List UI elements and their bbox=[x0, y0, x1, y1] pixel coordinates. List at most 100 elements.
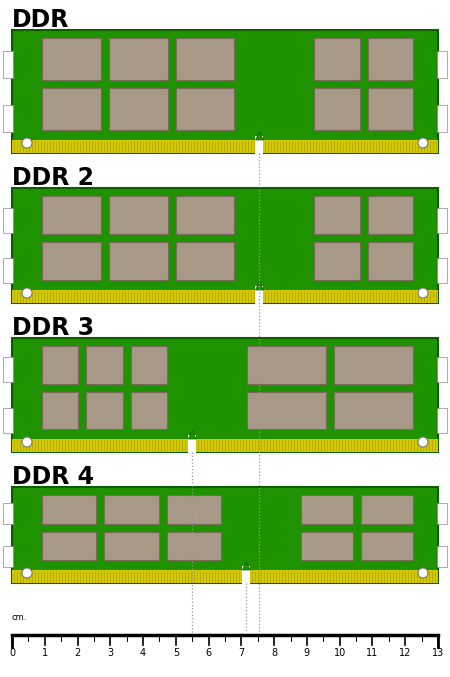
Text: 9: 9 bbox=[304, 648, 310, 658]
Circle shape bbox=[418, 437, 428, 447]
Text: 3: 3 bbox=[107, 648, 113, 658]
Bar bbox=[334, 391, 413, 429]
Text: DDR: DDR bbox=[12, 8, 69, 32]
Bar bbox=[12, 439, 188, 452]
Bar bbox=[131, 391, 167, 429]
Bar bbox=[176, 242, 234, 280]
Bar bbox=[12, 30, 438, 153]
Bar bbox=[437, 357, 447, 383]
Bar bbox=[315, 38, 360, 80]
Circle shape bbox=[22, 568, 32, 578]
Bar bbox=[334, 346, 413, 383]
Bar bbox=[42, 495, 96, 523]
Bar bbox=[104, 531, 159, 560]
Bar bbox=[302, 531, 353, 560]
Bar bbox=[437, 503, 447, 525]
Bar bbox=[42, 346, 78, 383]
Text: 13: 13 bbox=[432, 648, 444, 658]
Bar bbox=[437, 408, 447, 433]
Bar bbox=[167, 495, 221, 523]
Text: 2: 2 bbox=[74, 648, 81, 658]
Circle shape bbox=[22, 437, 32, 447]
Text: 4: 4 bbox=[140, 648, 146, 658]
Bar bbox=[12, 570, 242, 583]
Bar bbox=[176, 38, 234, 80]
Text: 0: 0 bbox=[9, 648, 15, 658]
Bar bbox=[315, 196, 360, 234]
Circle shape bbox=[418, 138, 428, 148]
Bar bbox=[302, 495, 353, 523]
Bar bbox=[247, 346, 326, 383]
Bar bbox=[263, 290, 438, 303]
Text: DDR 3: DDR 3 bbox=[12, 316, 94, 340]
Text: DDR 2: DDR 2 bbox=[12, 166, 94, 190]
Bar bbox=[86, 346, 123, 383]
Bar bbox=[131, 346, 167, 383]
Bar bbox=[3, 503, 13, 525]
Bar bbox=[3, 546, 13, 567]
Bar bbox=[104, 495, 159, 523]
Circle shape bbox=[22, 138, 32, 148]
Bar bbox=[361, 531, 413, 560]
Text: DDR 4: DDR 4 bbox=[12, 465, 94, 489]
Bar bbox=[3, 408, 13, 433]
Bar bbox=[256, 286, 263, 304]
Bar bbox=[42, 88, 101, 130]
Text: 12: 12 bbox=[399, 648, 411, 658]
Bar bbox=[109, 88, 167, 130]
Bar bbox=[437, 208, 447, 233]
Bar bbox=[42, 38, 101, 80]
Text: 10: 10 bbox=[333, 648, 346, 658]
Bar bbox=[263, 140, 438, 153]
Circle shape bbox=[22, 288, 32, 298]
Polygon shape bbox=[242, 562, 250, 570]
Bar bbox=[12, 487, 438, 583]
Bar bbox=[42, 196, 101, 234]
Bar bbox=[3, 357, 13, 383]
Bar bbox=[12, 290, 256, 303]
Polygon shape bbox=[256, 132, 263, 140]
Bar bbox=[242, 566, 250, 584]
Bar bbox=[12, 140, 256, 153]
Bar bbox=[42, 242, 101, 280]
Bar bbox=[315, 88, 360, 130]
Bar bbox=[109, 196, 167, 234]
Polygon shape bbox=[188, 431, 196, 439]
Text: 6: 6 bbox=[206, 648, 212, 658]
Text: 7: 7 bbox=[238, 648, 244, 658]
Text: 5: 5 bbox=[173, 648, 179, 658]
Text: 11: 11 bbox=[366, 648, 378, 658]
Bar bbox=[437, 546, 447, 567]
Bar bbox=[250, 570, 438, 583]
Bar bbox=[315, 242, 360, 280]
Bar bbox=[176, 196, 234, 234]
Bar bbox=[368, 242, 413, 280]
Bar bbox=[3, 51, 13, 78]
Circle shape bbox=[418, 288, 428, 298]
Bar bbox=[437, 105, 447, 132]
Bar bbox=[109, 38, 167, 80]
Bar bbox=[3, 258, 13, 284]
Bar bbox=[42, 531, 96, 560]
Bar bbox=[12, 188, 438, 303]
Bar bbox=[196, 439, 438, 452]
Text: 1: 1 bbox=[42, 648, 48, 658]
Bar bbox=[256, 136, 263, 154]
Bar bbox=[3, 105, 13, 132]
Bar bbox=[86, 391, 123, 429]
Text: cm.: cm. bbox=[12, 613, 27, 622]
Bar bbox=[167, 531, 221, 560]
Bar bbox=[361, 495, 413, 523]
Text: 8: 8 bbox=[271, 648, 277, 658]
Polygon shape bbox=[256, 282, 263, 290]
Bar bbox=[188, 435, 196, 453]
Bar bbox=[247, 391, 326, 429]
Bar bbox=[42, 391, 78, 429]
Bar bbox=[437, 51, 447, 78]
Bar bbox=[437, 258, 447, 284]
Bar bbox=[368, 38, 413, 80]
Circle shape bbox=[418, 568, 428, 578]
Bar bbox=[368, 196, 413, 234]
Bar bbox=[3, 208, 13, 233]
Bar bbox=[368, 88, 413, 130]
